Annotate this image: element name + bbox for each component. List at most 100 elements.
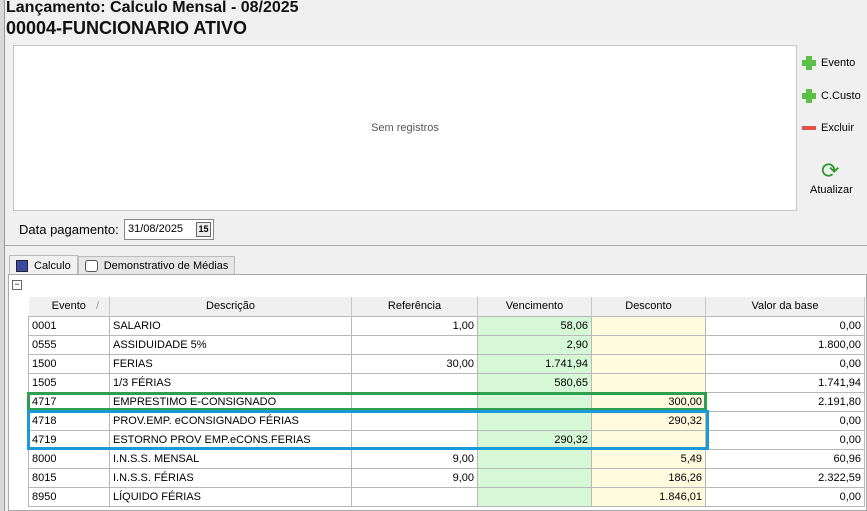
cell-desconto: 300,00: [591, 391, 706, 412]
date-input[interactable]: 31/08/2025 15: [124, 219, 214, 240]
table-row[interactable]: 4717 EMPRESTIMO E-CONSIGNADO 300,00 2.191,8…: [28, 391, 865, 412]
cell-valor-base: 60,96: [705, 448, 865, 469]
column-header[interactable]: Valor da base: [705, 297, 865, 316]
cell-desconto: [591, 315, 706, 336]
cell-evento: 4719: [28, 429, 110, 450]
column-header-label: Valor da base: [751, 300, 819, 313]
documents-icon: [84, 260, 98, 272]
minus-icon: [802, 126, 816, 130]
column-header[interactable]: Desconto: [591, 297, 706, 316]
cell-vencimento: [477, 410, 592, 431]
cell-vencimento: 580,65: [477, 372, 592, 393]
cell-evento: 0001: [28, 315, 110, 336]
cell-desconto: 1.846,01: [591, 486, 706, 507]
cell-descricao: ASSIDUIDADE 5%: [109, 334, 352, 355]
column-header-label: Referência: [387, 300, 442, 313]
calculator-icon: [16, 259, 28, 272]
cell-desconto: 5,49: [591, 448, 706, 469]
column-header[interactable]: Evento /: [28, 297, 110, 316]
add-evento-button[interactable]: Evento: [802, 56, 855, 70]
side-toolbar: Evento C.Custo Excluir ⟳ Atualizar: [797, 45, 867, 211]
cell-evento: 8000: [28, 448, 110, 469]
left-edge: [0, 0, 5, 511]
cell-descricao: I.N.S.S. MENSAL: [109, 448, 352, 469]
collapse-button[interactable]: −: [12, 280, 22, 290]
add-ccusto-button[interactable]: C.Custo: [802, 89, 861, 103]
cell-descricao: ESTORNO PROV EMP.eCONS.FERIAS: [109, 429, 352, 450]
cell-desconto: [591, 372, 706, 393]
cell-vencimento: [477, 391, 592, 412]
atualizar-label: Atualizar: [810, 184, 853, 196]
cell-vencimento: 1.741,94: [477, 353, 592, 374]
page-title: Lançamento: Calculo Mensal - 08/2025: [6, 0, 299, 16]
cell-valor-base: 2.322,59: [705, 467, 865, 488]
cell-valor-base: 0,00: [705, 429, 865, 450]
cell-referencia: 1,00: [351, 315, 478, 336]
cell-valor-base: 0,00: [705, 315, 865, 336]
table-row[interactable]: 0001 SALARIO 1,00 58,06 0,00: [28, 315, 865, 336]
cell-referencia: [351, 429, 478, 450]
column-header-label: Evento: [51, 300, 86, 313]
table-row[interactable]: 4718 PROV.EMP. eCONSIGNADO FÉRIAS 290,32 0,…: [28, 410, 865, 431]
cell-vencimento: 2,90: [477, 334, 592, 355]
cell-vencimento: [477, 486, 592, 507]
cell-descricao: LÍQUIDO FÉRIAS: [109, 486, 352, 507]
cell-referencia: [351, 410, 478, 431]
events-grid: − Evento / Descrição Referência Vencimento De…: [8, 274, 867, 511]
column-header-label: Descrição: [206, 300, 255, 313]
table-row[interactable]: 4719 ESTORNO PROV EMP.eCONS.FERIAS 290,32 0…: [28, 429, 865, 450]
cell-valor-base: 2.191,80: [705, 391, 865, 412]
tab-demonstrativo-medias[interactable]: Demonstrativo de Médias: [77, 256, 236, 275]
cell-valor-base: 0,00: [705, 486, 865, 507]
table-row[interactable]: 1505 1/3 FÉRIAS 580,65 1.741,94: [28, 372, 865, 393]
cell-referencia: [351, 391, 478, 412]
cell-descricao: EMPRESTIMO E-CONSIGNADO: [109, 391, 352, 412]
cell-evento: 4718: [28, 410, 110, 431]
table-row[interactable]: 8015 I.N.S.S. FÉRIAS 9,00 186,26 2.322,59: [28, 467, 865, 488]
cell-descricao: 1/3 FÉRIAS: [109, 372, 352, 393]
plus-icon: [802, 56, 816, 70]
excluir-button[interactable]: Excluir: [802, 122, 854, 134]
tab-label: Demonstrativo de Médias: [103, 260, 229, 272]
refresh-icon: ⟳: [821, 158, 840, 183]
cell-descricao: FERIAS: [109, 353, 352, 374]
table-row[interactable]: 0555 ASSIDUIDADE 5% 2,90 1.800,00: [28, 334, 865, 355]
cell-evento: 1500: [28, 353, 110, 374]
cell-valor-base: 1.741,94: [705, 372, 865, 393]
plus-icon: [802, 89, 816, 103]
cell-descricao: PROV.EMP. eCONSIGNADO FÉRIAS: [109, 410, 352, 431]
sort-icon: /: [95, 300, 99, 313]
column-header-label: Vencimento: [505, 300, 564, 313]
cell-desconto: [591, 429, 706, 450]
cell-referencia: [351, 486, 478, 507]
events-table: Evento / Descrição Referência Vencimento Desc…: [28, 297, 865, 507]
calendar-icon[interactable]: 15: [196, 222, 211, 237]
cell-evento: 0555: [28, 334, 110, 355]
cell-evento: 8950: [28, 486, 110, 507]
cell-evento: 4717: [28, 391, 110, 412]
cell-evento: 1505: [28, 372, 110, 393]
divider: [5, 245, 867, 246]
ccusto-label: C.Custo: [821, 90, 861, 102]
column-header[interactable]: Descrição: [109, 297, 352, 316]
cell-referencia: 30,00: [351, 353, 478, 374]
tab-calculo[interactable]: Calculo: [9, 255, 78, 275]
table-row[interactable]: 8950 LÍQUIDO FÉRIAS 1.846,01 0,00: [28, 486, 865, 507]
cell-evento: 8015: [28, 467, 110, 488]
cell-referencia: [351, 372, 478, 393]
column-header[interactable]: Vencimento: [477, 297, 592, 316]
column-header-label: Desconto: [625, 300, 672, 313]
cell-referencia: 9,00: [351, 448, 478, 469]
cell-vencimento: [477, 448, 592, 469]
cell-vencimento: 290,32: [477, 429, 592, 450]
cell-referencia: [351, 334, 478, 355]
cell-valor-base: 0,00: [705, 410, 865, 431]
column-header[interactable]: Referência: [351, 297, 478, 316]
table-row[interactable]: 8000 I.N.S.S. MENSAL 9,00 5,49 60,96: [28, 448, 865, 469]
cell-valor-base: 0,00: [705, 353, 865, 374]
date-value: 31/08/2025: [128, 223, 184, 235]
employee-title: 00004-FUNCIONARIO ATIVO: [6, 18, 248, 38]
table-row[interactable]: 1500 FERIAS 30,00 1.741,94 0,00: [28, 353, 865, 374]
cell-desconto: 186,26: [591, 467, 706, 488]
cell-referencia: 9,00: [351, 467, 478, 488]
